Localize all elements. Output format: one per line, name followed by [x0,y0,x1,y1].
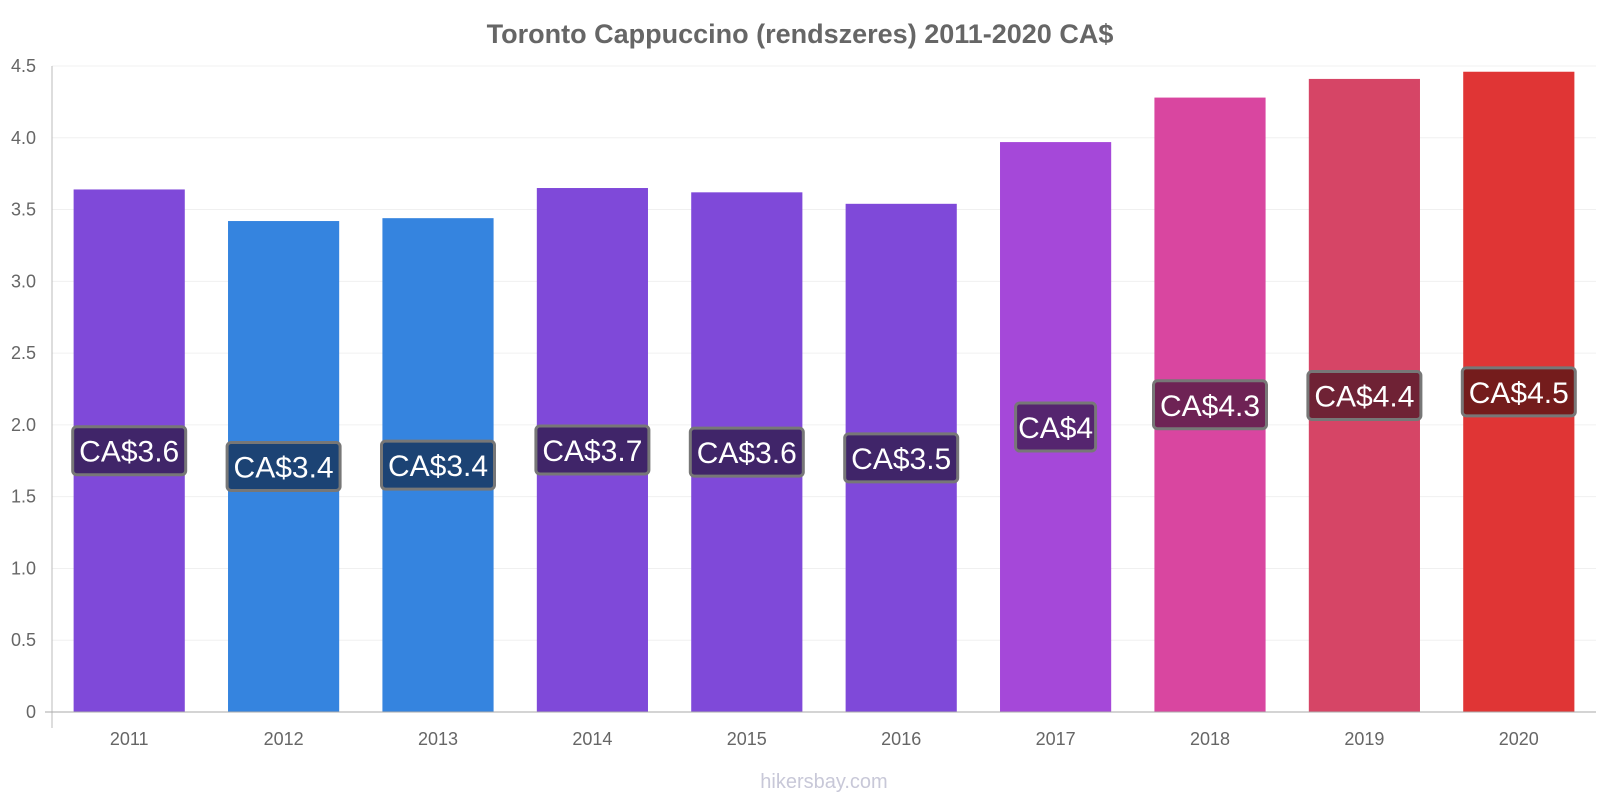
data-label: CA$3.5 [851,443,951,476]
y-tick-label: 4.5 [11,56,36,76]
y-tick-label: 1.5 [11,487,36,507]
data-label-box [534,424,651,476]
data-label: CA$3.4 [388,450,488,483]
y-tick-label: 3.5 [11,200,36,220]
x-tick-label: 2020 [1499,729,1539,749]
x-tick-label: 2012 [264,729,304,749]
data-label: CA$4.5 [1469,377,1569,410]
data-label-box [225,441,342,493]
watermark: hikersbay.com [760,771,887,793]
x-tick-label: 2013 [418,729,458,749]
data-labels: CA$3.6 CA$3.4 CA$3.4 CA$3.7 CA$3.6 CA$3.5 CA$4… [71,366,1577,493]
data-label-box [71,425,188,477]
y-tick-label: 1.0 [11,558,36,578]
x-tick-label: 2014 [572,729,612,749]
data-label-box [1014,401,1098,453]
data-label: CA$3.4 [234,452,334,485]
y-tick-label: 2.5 [11,343,36,363]
x-tick-label: 2018 [1190,729,1230,749]
data-label-box [1460,366,1577,418]
y-tick-label: 0 [26,702,36,722]
data-label-box [380,439,496,491]
y-axis-ticks: 0 0.5 1.0 1.5 2.0 2.5 3.0 3.5 4.0 4.5 [11,56,36,722]
data-label: CA$3.6 [697,437,797,470]
x-tick-label: 2015 [727,729,767,749]
data-label-box [1152,379,1268,431]
data-label-box [843,432,960,484]
data-label: CA$4.4 [1314,380,1414,413]
x-tick-label: 2011 [110,729,149,749]
data-label: CA$4 [1018,412,1093,445]
data-label-box [1306,369,1423,421]
data-label: CA$3.7 [542,435,642,468]
x-tick-label: 2017 [1036,729,1076,749]
y-tick-label: 4.0 [11,128,36,148]
data-label: CA$3.6 [79,436,179,469]
chart-title: Toronto Cappuccino (rendszeres) 2011-202… [487,19,1114,49]
data-label: CA$4.3 [1160,390,1260,423]
y-tick-label: 3.0 [11,271,36,291]
data-label-box [688,426,805,478]
x-axis-ticks: 2011 2012 2013 2014 2015 2016 2017 2018 2019 2020 [110,729,1539,749]
x-tick-label: 2019 [1344,729,1384,749]
x-tick-label: 2016 [881,729,921,749]
y-tick-label: 2.0 [11,415,36,435]
y-tick-label: 0.5 [11,630,36,650]
